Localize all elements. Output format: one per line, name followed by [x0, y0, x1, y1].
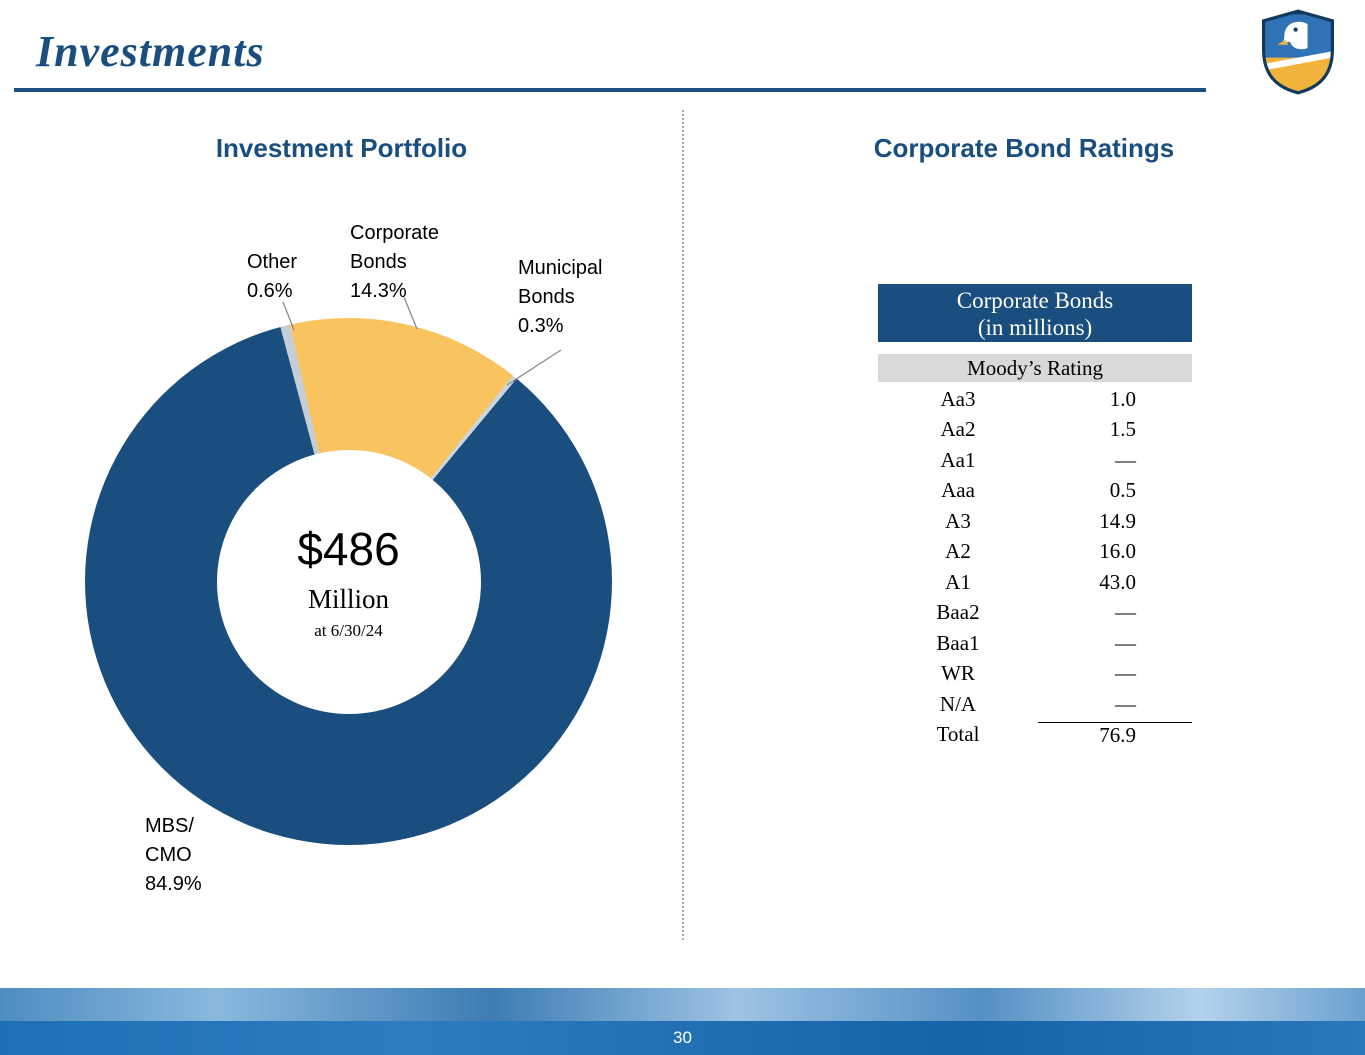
investment-portfolio-section: Investment Portfolio $486 Million at 6/3…: [0, 0, 683, 985]
eagle-head-icon: [1282, 21, 1308, 50]
eagle-beak-icon: [1277, 40, 1289, 45]
corporate-bond-ratings-section: Corporate Bond Ratings Corporate Bonds (…: [683, 0, 1365, 985]
page-title: Investments: [36, 27, 265, 76]
slice-label-mbs-cmo: MBS/ CMO 84.9%: [145, 815, 202, 895]
portfolio-total-unit: Million: [307, 584, 389, 614]
table-row: Aa2 1.5: [940, 417, 1137, 442]
table-total-row: Total 76.9: [878, 720, 1192, 751]
slice-label-municipal-bonds: Municipal Bonds 0.3%: [518, 257, 603, 337]
eagle-eye-icon: [1293, 27, 1298, 32]
slice-label-other: Other 0.6%: [247, 251, 298, 302]
table-row: N/A —: [939, 691, 1136, 716]
footer-band-top: [0, 988, 1365, 1021]
panel-divider: [682, 110, 684, 940]
corporate-bonds-table: Corporate Bonds (in millions) Moody’s Ra…: [878, 284, 1192, 750]
title-underline: [14, 88, 1206, 92]
table-row: Aaa 0.5: [941, 478, 1136, 503]
footer-band: 30: [0, 988, 1365, 1055]
portfolio-as-of-date: at 6/30/24: [314, 621, 383, 640]
shield-band-icon: [1263, 51, 1333, 71]
table-row: Baa1 —: [936, 630, 1136, 655]
table-row: WR —: [941, 661, 1136, 686]
table-body: Aa3 1.0 Aa2 1.5 Aa1 — Aaa 0.5 A3 14.9: [878, 384, 1192, 750]
table-row: Baa2 —: [936, 600, 1136, 625]
donut-chart: $486 Million at 6/30/24: [85, 318, 612, 845]
table-row: A3 14.9: [945, 508, 1136, 533]
investment-portfolio-title: Investment Portfolio: [215, 133, 468, 163]
slice-label-corporate-bonds: Corporate Bonds 14.3%: [350, 222, 439, 302]
company-logo: [1262, 9, 1334, 95]
table-subheader: Moody’s Rating: [878, 354, 1192, 382]
table-row: Aa3 1.0: [940, 386, 1137, 411]
table-row: Aa1 —: [940, 447, 1137, 472]
table-row: A1 43.0: [945, 569, 1136, 594]
donut-center: $486 Million at 6/30/24: [216, 449, 481, 714]
portfolio-total-value: $486: [297, 523, 400, 575]
table-header: Corporate Bonds (in millions): [878, 284, 1192, 342]
page-number: 30: [673, 1028, 692, 1047]
table-row: A2 16.0: [945, 539, 1136, 564]
corporate-bond-ratings-title: Corporate Bond Ratings: [873, 133, 1175, 163]
footer-band-bottom: 30: [0, 1021, 1365, 1055]
